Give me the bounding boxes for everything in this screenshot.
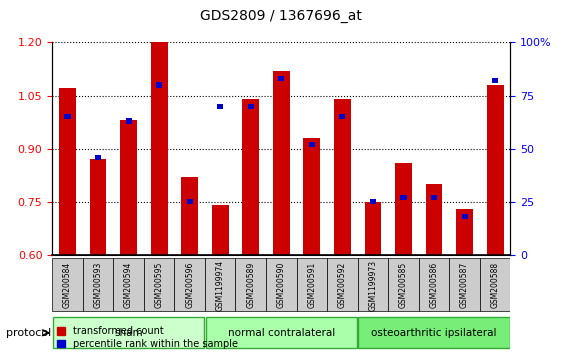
FancyBboxPatch shape [83,258,113,312]
Bar [90,159,106,255]
FancyBboxPatch shape [296,258,327,312]
FancyBboxPatch shape [450,258,480,312]
FancyBboxPatch shape [205,258,235,312]
FancyBboxPatch shape [235,258,266,312]
Bar [242,99,259,255]
Bar [151,42,168,255]
Bar [400,195,407,200]
Bar [365,202,381,255]
Bar [182,177,198,255]
FancyBboxPatch shape [113,258,144,312]
Text: GSM200587: GSM200587 [460,262,469,308]
Bar [187,199,193,204]
Bar [217,103,223,109]
Bar [339,114,346,119]
Bar [395,163,412,255]
Text: GSM200586: GSM200586 [430,262,438,308]
Bar [431,195,437,200]
Bar [120,120,137,255]
FancyBboxPatch shape [419,258,450,312]
Text: GSM200585: GSM200585 [399,262,408,308]
Text: GSM200584: GSM200584 [63,262,72,308]
FancyBboxPatch shape [358,317,510,348]
Text: GSM200593: GSM200593 [93,262,103,308]
Bar [334,99,351,255]
Text: GSM200594: GSM200594 [124,262,133,308]
Text: GSM200592: GSM200592 [338,262,347,308]
Text: GSM200591: GSM200591 [307,262,316,308]
Bar [370,199,376,204]
Text: GSM1199974: GSM1199974 [216,259,224,310]
Bar [273,71,289,255]
Legend: transformed count, percentile rank within the sample: transformed count, percentile rank withi… [57,326,238,349]
Bar [278,76,284,81]
FancyBboxPatch shape [52,258,83,312]
FancyBboxPatch shape [205,317,357,348]
Text: GDS2809 / 1367696_at: GDS2809 / 1367696_at [200,9,362,23]
Text: sham: sham [114,328,143,338]
Text: protocol: protocol [6,328,51,338]
FancyBboxPatch shape [266,258,296,312]
FancyBboxPatch shape [388,258,419,312]
Text: GSM200589: GSM200589 [246,262,255,308]
FancyBboxPatch shape [480,258,510,312]
FancyBboxPatch shape [327,258,358,312]
Bar [156,82,162,87]
Bar [95,154,101,160]
Bar [309,142,315,147]
Text: GSM200590: GSM200590 [277,262,286,308]
Bar [487,85,503,255]
Bar [303,138,320,255]
Text: GSM200588: GSM200588 [491,262,499,308]
Bar [456,209,473,255]
Text: GSM200596: GSM200596 [185,262,194,308]
Bar [462,214,467,219]
FancyBboxPatch shape [358,258,388,312]
Text: GSM1199973: GSM1199973 [368,259,378,310]
Text: normal contralateral: normal contralateral [228,328,335,338]
Bar [426,184,443,255]
Bar [492,78,498,84]
Bar [248,103,254,109]
Bar [125,118,132,124]
FancyBboxPatch shape [175,258,205,312]
FancyBboxPatch shape [144,258,175,312]
Bar [59,88,76,255]
Bar [64,114,71,119]
Text: GSM200595: GSM200595 [155,262,164,308]
Bar [212,205,229,255]
Text: osteoarthritic ipsilateral: osteoarthritic ipsilateral [371,328,497,338]
FancyBboxPatch shape [53,317,204,348]
